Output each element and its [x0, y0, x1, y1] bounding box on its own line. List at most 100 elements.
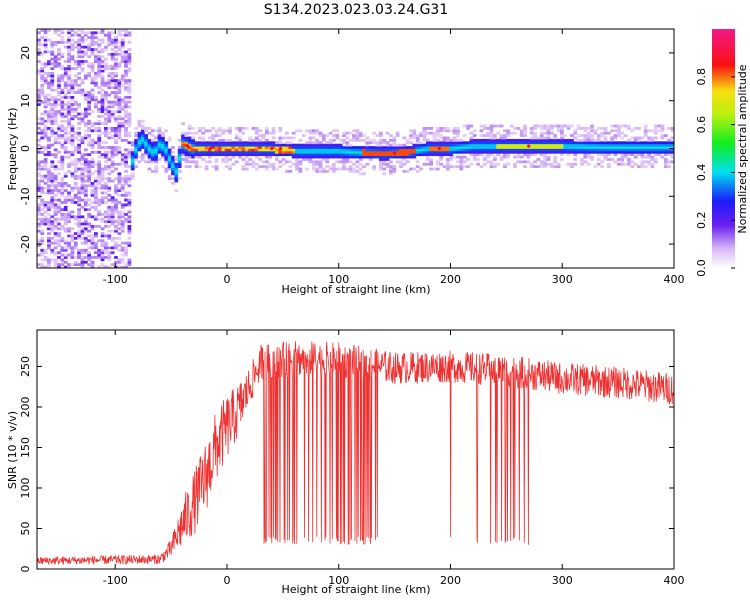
spectrogram-cell [503, 146, 507, 149]
spectrogram-cell [278, 129, 283, 133]
spectrogram-cell [93, 201, 98, 204]
spectrogram-cell [596, 134, 601, 137]
spectrogram-cell [47, 119, 51, 123]
spectrogram-cell [523, 129, 527, 133]
spectrogram-cell [77, 143, 81, 147]
spectrogram-cell [120, 258, 125, 262]
spectrogram-cell [459, 160, 464, 164]
spectrogram-cell [50, 134, 55, 137]
spectrogram-cell [298, 138, 303, 142]
spectrogram-cell [114, 229, 118, 233]
spectrogram-cell [114, 131, 118, 135]
spectrogram-cell [311, 160, 316, 164]
spectrogram-cell [127, 153, 132, 157]
spectrogram-cell [191, 143, 195, 147]
spectrogram-cell [207, 141, 212, 145]
spectrogram-cell [446, 148, 450, 152]
spectrogram-cell [117, 215, 122, 219]
spectrogram-cell [667, 126, 672, 130]
spectrogram-cell [63, 208, 68, 212]
spectrogram-cell [228, 165, 232, 169]
spectrogram-cell [546, 146, 551, 149]
spectrogram-cell [301, 158, 306, 161]
spectrogram-cell [506, 155, 511, 159]
spectrogram-cell [298, 153, 303, 157]
spectrogram-cell [184, 134, 189, 137]
spectrogram-cell [281, 150, 286, 154]
spectrogram-cell [110, 86, 115, 90]
spectrogram-cell [50, 74, 55, 78]
spectrogram-cell [127, 260, 132, 264]
spectrogram-cell [395, 131, 400, 135]
spectrogram-cell [291, 143, 296, 147]
spectrogram-cell [67, 265, 71, 269]
spectrogram-cell [137, 138, 142, 142]
spectrogram-cell [164, 170, 169, 173]
spectrogram-cell [150, 158, 155, 161]
spectrogram-cell [422, 138, 427, 142]
spectrogram-cell [499, 146, 504, 149]
spectrogram-cell [570, 150, 574, 154]
spectrogram-cell [50, 248, 55, 252]
spectrogram-cell [288, 165, 293, 169]
spectrogram-cell [43, 64, 48, 68]
spectrogram-cell [204, 150, 209, 154]
spectrogram-cell [80, 31, 85, 35]
spectrogram-cell [593, 165, 598, 169]
spectrogram-cell [167, 160, 172, 164]
spectrogram-cell [107, 256, 112, 259]
spectrogram-cell [40, 220, 45, 223]
spectrogram-cell [221, 160, 226, 164]
spectrogram-cell [40, 263, 45, 267]
spectrogram-cell [358, 172, 363, 176]
spectrogram-cell [503, 136, 507, 140]
spectrogram-cell [439, 134, 444, 137]
spectrogram-cell [553, 124, 558, 128]
spectrogram-cell [278, 153, 283, 157]
spectrogram-cell [482, 124, 487, 128]
spectrogram-cell [47, 167, 51, 171]
spectrogram-cell [60, 103, 65, 106]
spectrogram-cell [83, 241, 88, 245]
spectrogram-cell [127, 165, 132, 169]
spectrogram-cell [127, 131, 132, 135]
spectrogram-cell [107, 208, 112, 212]
spectrogram-cell [211, 143, 216, 147]
spectrogram-cell [50, 165, 55, 169]
spectrogram-cell [177, 158, 182, 161]
spectrogram-cell [110, 222, 115, 226]
spectrogram-cell [50, 227, 55, 231]
spectrogram-cell [114, 103, 118, 106]
spectrogram-cell [305, 129, 309, 133]
spectrogram-cell [90, 201, 95, 204]
spectrogram-cell [60, 239, 65, 243]
spectrogram-cell [127, 258, 132, 262]
spectrogram-cell [104, 45, 108, 49]
spectrogram-cell [667, 160, 672, 164]
spectrogram-cell [285, 146, 289, 149]
spectrogram-cell [37, 150, 41, 154]
spectrogram-cell [254, 131, 259, 135]
spectrogram-cell [456, 138, 460, 142]
spectrogram-cell [93, 95, 98, 99]
spectrogram-cell [513, 150, 517, 154]
spectrogram-cell [358, 153, 363, 157]
spectrogram-cell [533, 136, 537, 140]
spectrogram-cell [670, 153, 675, 157]
spectrogram-cell [57, 74, 61, 78]
spectrogram-cell [140, 124, 145, 128]
spectrogram-cell [117, 129, 122, 133]
spectrogram-cell [127, 236, 132, 240]
spectrogram-cell [114, 256, 118, 259]
spectrogram-cell [67, 131, 71, 135]
spectrogram-cell [358, 148, 363, 152]
spectrogram-cell [114, 138, 118, 142]
spectrogram-cell [47, 191, 51, 195]
spectrogram-cell [90, 150, 95, 154]
spectrogram-cell [80, 162, 85, 166]
spectrogram-cell [647, 141, 651, 145]
spectrogram-cell [392, 148, 397, 152]
spectrogram-cell [161, 153, 165, 157]
spectrogram-cell [606, 146, 611, 149]
spectrogram-cell [308, 138, 313, 142]
